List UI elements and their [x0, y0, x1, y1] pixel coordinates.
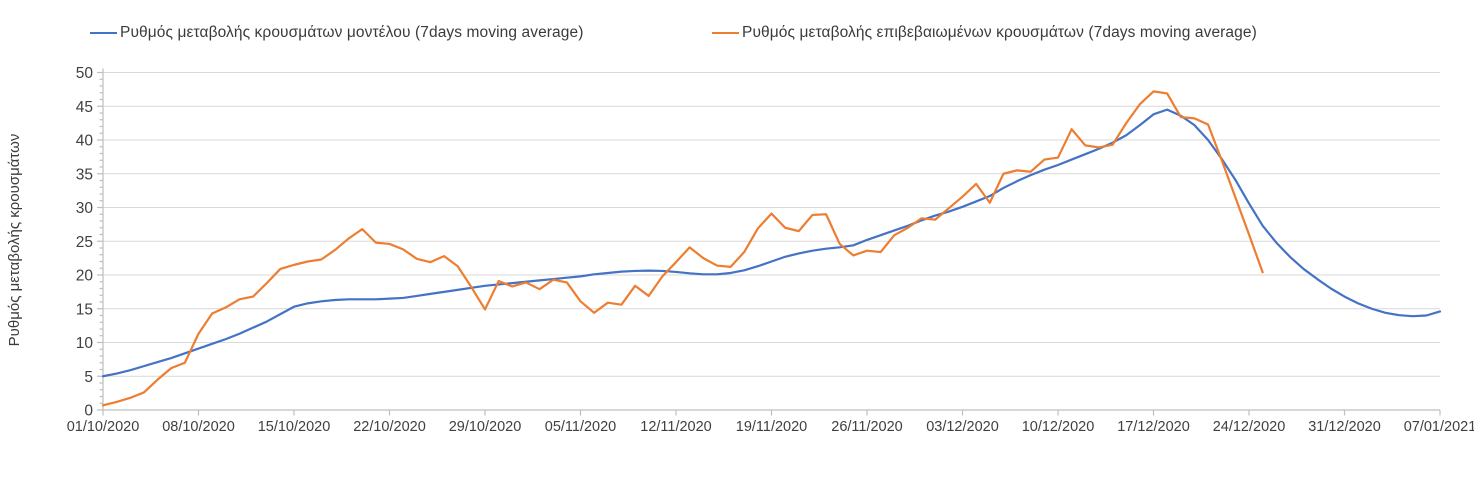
- legend-item-confirmed: Ρυθμός μεταβολής επιβεβαιωμένων κρουσμάτ…: [712, 24, 1257, 42]
- svg-text:20: 20: [76, 268, 94, 285]
- svg-text:05/11/2020: 05/11/2020: [545, 419, 617, 435]
- legend-item-model: Ρυθμός μεταβολής κρουσμάτων μοντέλου (7d…: [90, 24, 583, 42]
- svg-text:01/10/2020: 01/10/2020: [67, 419, 140, 435]
- svg-text:03/12/2020: 03/12/2020: [926, 419, 999, 435]
- svg-text:29/10/2020: 29/10/2020: [449, 419, 522, 435]
- legend-line-sample-orange: [712, 32, 739, 34]
- svg-text:15/10/2020: 15/10/2020: [258, 419, 331, 435]
- chart-legend: Ρυθμός μεταβολής κρουσμάτων μοντέλου (7d…: [0, 0, 1474, 48]
- svg-text:25: 25: [76, 234, 93, 251]
- svg-text:17/12/2020: 17/12/2020: [1117, 419, 1190, 435]
- svg-text:35: 35: [76, 166, 93, 183]
- svg-text:31/12/2020: 31/12/2020: [1308, 419, 1381, 435]
- svg-text:22/10/2020: 22/10/2020: [353, 419, 426, 435]
- svg-text:10: 10: [76, 335, 94, 352]
- svg-text:19/11/2020: 19/11/2020: [736, 419, 808, 435]
- svg-text:45: 45: [76, 99, 93, 116]
- svg-text:15: 15: [76, 301, 93, 318]
- svg-text:10/12/2020: 10/12/2020: [1022, 419, 1095, 435]
- legend-line-sample-blue: [90, 32, 117, 34]
- svg-text:24/12/2020: 24/12/2020: [1213, 419, 1286, 435]
- svg-text:07/01/2021: 07/01/2021: [1404, 419, 1474, 435]
- svg-text:40: 40: [76, 133, 94, 150]
- legend-label-confirmed: Ρυθμός μεταβολής επιβεβαιωμένων κρουσμάτ…: [742, 24, 1257, 41]
- svg-text:50: 50: [76, 65, 94, 82]
- svg-text:12/11/2020: 12/11/2020: [640, 419, 712, 435]
- svg-text:30: 30: [76, 200, 94, 217]
- svg-text:26/11/2020: 26/11/2020: [831, 419, 903, 435]
- svg-text:0: 0: [84, 403, 93, 420]
- legend-label-model: Ρυθμός μεταβολής κρουσμάτων μοντέλου (7d…: [120, 24, 584, 41]
- svg-text:5: 5: [84, 369, 93, 386]
- svg-text:08/10/2020: 08/10/2020: [162, 419, 235, 435]
